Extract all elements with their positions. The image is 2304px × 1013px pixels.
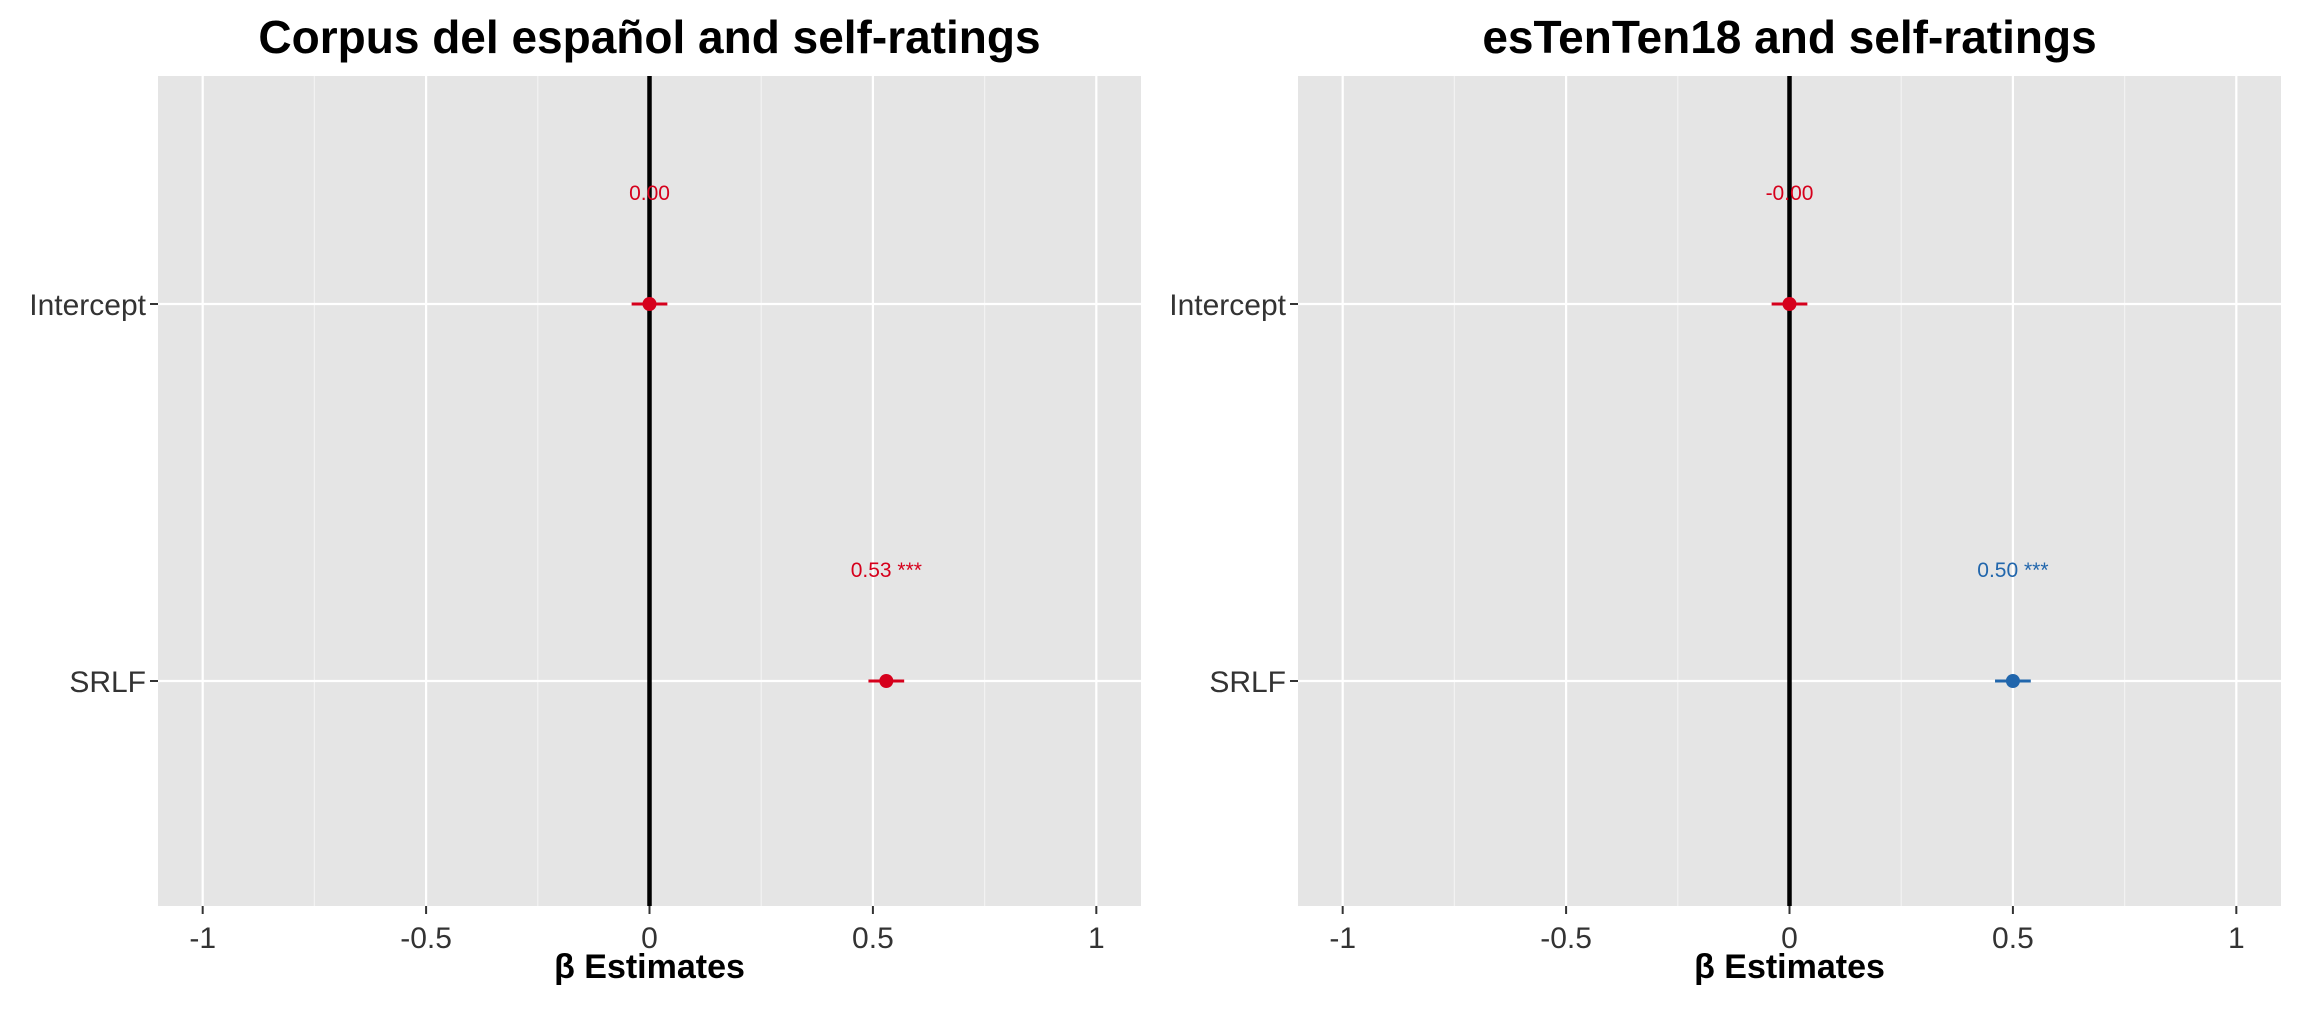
- value-label: 0.53 ***: [851, 559, 922, 582]
- estimate-point: [642, 297, 657, 311]
- x-tick-label: 0.5: [1992, 922, 2034, 955]
- x-tick-label: -0.5: [400, 922, 452, 955]
- x-tick-label: 0: [1781, 922, 1798, 955]
- x-tick-label: 0.5: [852, 922, 894, 955]
- chart-title: Corpus del español and self-ratings: [258, 11, 1040, 63]
- y-tick-label: SRLF: [1209, 666, 1286, 699]
- chart-title: esTenTen18 and self-ratings: [1482, 11, 2096, 63]
- x-tick-label: 1: [1088, 922, 1105, 955]
- x-tick-label: 0: [641, 922, 658, 955]
- x-axis-label: β Estimates: [554, 948, 745, 986]
- x-axis-label: β Estimates: [1694, 948, 1885, 986]
- estimate-point: [879, 674, 894, 688]
- estimate-point: [2005, 674, 2020, 688]
- chart-panel-1: -1 -0.5 0 0.5 1 Intercept SRLF 0.00 0.53 *** Corp…: [29, 11, 1141, 986]
- y-tick-label: Intercept: [29, 289, 146, 322]
- value-label: -0.00: [1766, 182, 1814, 205]
- value-label: 0.00: [629, 182, 670, 205]
- estimate-point: [1782, 297, 1797, 311]
- x-tick-label: 1: [2228, 922, 2245, 955]
- chart-panel-2: -1 -0.5 0 0.5 1 Intercept SRLF -0.00 0.50 *** esT…: [1169, 11, 2281, 986]
- y-tick-label: Intercept: [1169, 289, 1286, 322]
- x-tick-label: -1: [1329, 922, 1356, 955]
- x-tick-label: -1: [189, 922, 216, 955]
- y-tick-label: SRLF: [69, 666, 146, 699]
- value-label: 0.50 ***: [1977, 559, 2048, 582]
- x-tick-label: -0.5: [1540, 922, 1592, 955]
